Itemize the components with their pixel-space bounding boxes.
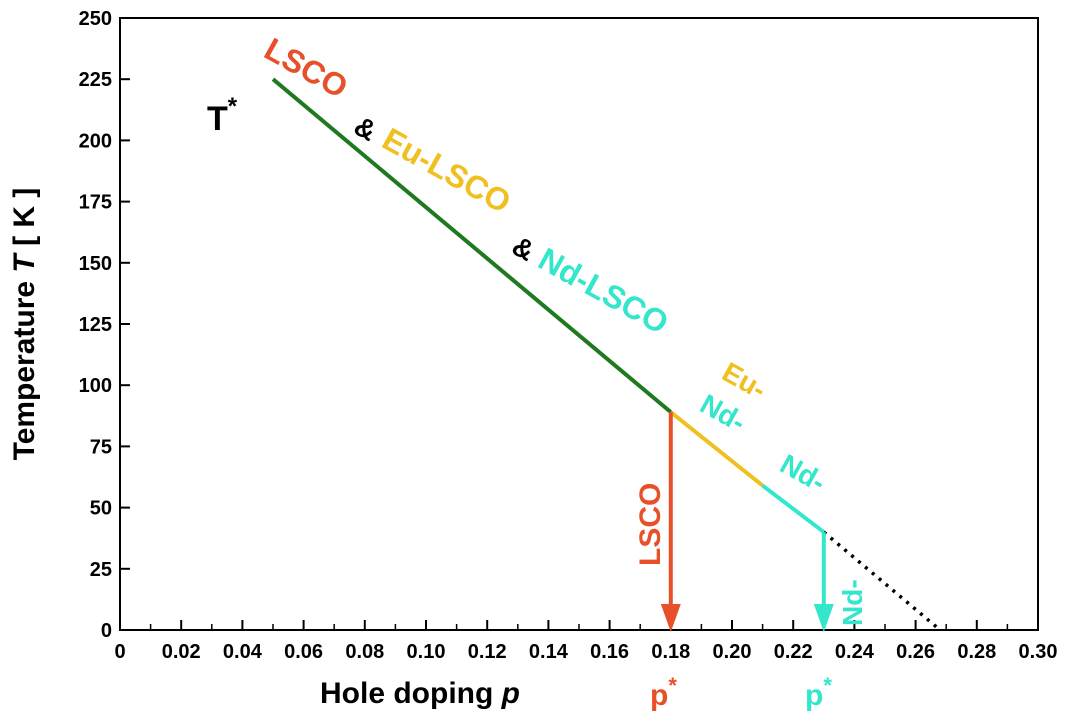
y-tick-label: 225 (79, 69, 112, 91)
plot-frame (119, 17, 1039, 631)
series-line-3 (822, 530, 942, 632)
annotation-nd-lsco: Nd-LSCO (533, 241, 675, 341)
annotation-lsco-vertical: LSCO (634, 483, 667, 566)
x-tick-label: 0.20 (713, 641, 752, 663)
x-tick-label: 0.26 (896, 641, 935, 663)
x-tick-label: 0.24 (835, 641, 875, 663)
x-tick-label: 0.02 (162, 641, 201, 663)
series-line-1 (669, 410, 764, 488)
y-tick-label: 75 (90, 436, 112, 458)
arrow-head-1 (813, 604, 834, 632)
pstar-label-nd: p* (805, 673, 832, 712)
y-tick-label: 150 (79, 253, 112, 275)
annotation-ampersand-1: & (349, 110, 382, 147)
x-tick-label: 0.14 (529, 641, 569, 663)
y-tick-label: 0 (101, 620, 112, 642)
x-tick-label: 0 (114, 641, 125, 663)
y-tick-label: 25 (90, 559, 112, 581)
x-tick-label: 0.18 (651, 641, 690, 663)
annotation-lsco: LSCO (259, 31, 354, 106)
y-axis-ticks: 0 25 50 75 100 125 150 175 200 225 250 (79, 8, 130, 642)
x-tick-label: 0.16 (590, 641, 629, 663)
x-axis-label: Hole doping p (320, 677, 520, 710)
y-tick-label: 175 (79, 192, 112, 214)
y-tick-label: 200 (79, 130, 112, 152)
x-tick-label: 0.04 (223, 641, 263, 663)
annotation-nd-short-2: Nd- (775, 448, 831, 498)
y-axis-label: Temperature T [ K ] (8, 188, 41, 461)
x-tick-label: 0.06 (284, 641, 323, 663)
y-tick-label: 250 (79, 8, 112, 30)
series-line-0 (271, 77, 673, 414)
tstar-label: T* (207, 93, 238, 138)
x-tick-label: 0.12 (468, 641, 507, 663)
annotation-nd-vertical: Nd- (837, 579, 868, 626)
pstar-label-lsco: p* (650, 673, 677, 712)
x-tick-label: 0.10 (407, 641, 446, 663)
annotation-ampersand-2: & (507, 230, 540, 267)
series-annotations: LSCO & Eu-LSCO & Nd-LSCO Eu- Nd- Nd- Nd-… (259, 31, 868, 626)
y-tick-label: 50 (90, 498, 112, 520)
x-tick-label: 0.30 (1019, 641, 1058, 663)
y-tick-label: 125 (79, 314, 112, 336)
x-tick-label: 0.28 (957, 641, 996, 663)
x-tick-label: 0.08 (345, 641, 384, 663)
series-lines (271, 77, 942, 632)
y-tick-label: 100 (79, 375, 112, 397)
series-line-2 (761, 483, 826, 534)
x-axis-ticks: 0 0.02 0.04 0.06 0.08 0.10 0.12 0.14 0.16 0.18 0.2… (114, 620, 1057, 663)
arrow-head-0 (660, 604, 681, 632)
pstar-arrows (660, 412, 834, 632)
x-tick-label: 0.22 (774, 641, 813, 663)
annotation-eu-lsco: Eu-LSCO (377, 121, 517, 221)
